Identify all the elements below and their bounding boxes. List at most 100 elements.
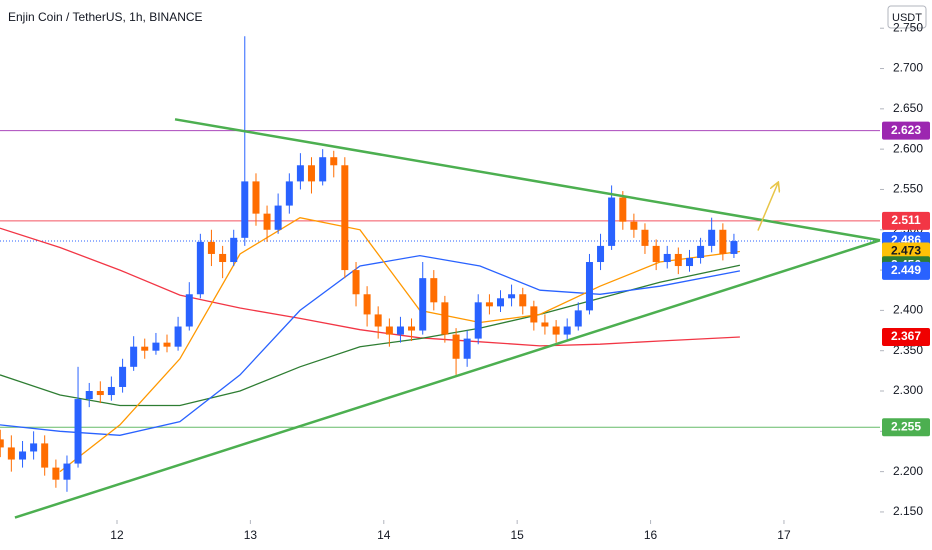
candle-body	[408, 326, 416, 331]
candle-body	[663, 253, 671, 263]
candle-body	[674, 253, 682, 267]
price-label: 2.449	[891, 263, 921, 277]
moving-average	[0, 227, 740, 347]
candle-body	[385, 326, 393, 335]
candle-body	[686, 257, 694, 267]
candle-body	[441, 302, 449, 335]
x-tick-label: 13	[244, 528, 258, 542]
candle-body	[307, 165, 315, 182]
candle-body	[185, 294, 193, 327]
y-tick-label: 2.400	[893, 303, 923, 317]
price-label-box	[882, 418, 930, 437]
candle-body	[63, 463, 71, 480]
candle-body	[719, 229, 727, 254]
candle-body	[419, 278, 427, 331]
candle-body	[496, 298, 504, 307]
candle-body	[296, 165, 304, 182]
price-label-box	[882, 121, 930, 140]
candle-body	[619, 197, 627, 222]
candle-body	[207, 241, 215, 254]
candle-body	[374, 314, 382, 327]
candle-body	[241, 181, 249, 238]
trend-line	[14, 239, 881, 519]
x-tick-label: 15	[510, 528, 524, 542]
candle-body	[41, 443, 49, 468]
candle-body	[85, 391, 93, 400]
price-label: 2.473	[891, 244, 921, 258]
moving-average	[0, 254, 741, 436]
y-tick-label: 2.700	[893, 61, 923, 75]
candle-body	[708, 229, 716, 246]
y-tick-label: 2.550	[893, 182, 923, 196]
candle-body	[730, 241, 738, 254]
x-tick-label: 14	[377, 528, 391, 542]
candle-body	[485, 302, 493, 307]
candle-body	[508, 294, 516, 299]
candle-body	[196, 241, 204, 295]
candle-body	[285, 181, 293, 206]
candle-body	[252, 181, 260, 214]
price-label: 2.623	[891, 123, 921, 137]
candle-body	[541, 322, 549, 327]
candle-body	[530, 306, 538, 323]
candle-body	[430, 278, 438, 303]
candle-body	[96, 391, 104, 396]
price-label: 2.511	[891, 213, 921, 227]
moving-average	[0, 264, 741, 407]
y-tick-label: 2.650	[893, 101, 923, 115]
candle-body	[363, 294, 371, 315]
candle-body	[163, 342, 171, 347]
price-label-box	[882, 211, 930, 230]
candle-body	[230, 237, 238, 263]
candle-body	[630, 221, 638, 230]
candle-body	[74, 399, 82, 464]
candle-body	[641, 229, 649, 246]
candle-body	[341, 165, 349, 271]
price-label: 2.255	[891, 419, 921, 433]
candle-body	[52, 467, 60, 480]
candle-body	[552, 326, 560, 335]
candle-body	[330, 157, 338, 166]
currency-box[interactable]	[887, 5, 927, 29]
candle-body	[19, 451, 27, 460]
y-tick-label: 2.600	[893, 141, 923, 155]
candle-body	[0, 439, 4, 448]
candle-body	[452, 334, 460, 359]
x-tick-label: 16	[644, 528, 658, 542]
y-tick-label: 2.350	[893, 343, 923, 357]
candle-body	[219, 253, 227, 263]
chart-title: Enjin Coin / TetherUS, 1h, BINANCE	[8, 10, 203, 24]
candle-body	[585, 262, 593, 311]
candle-body	[652, 245, 660, 263]
y-tick-label: 2.750	[893, 20, 923, 34]
candle-body	[152, 342, 160, 351]
price-label-box	[882, 327, 930, 346]
candle-body	[274, 205, 282, 230]
candle-body	[263, 213, 271, 230]
arrow	[757, 183, 778, 231]
y-tick-label: 2.150	[893, 504, 923, 518]
candle-body	[697, 245, 705, 258]
candle-body	[563, 326, 571, 335]
currency[interactable]: USDT	[892, 12, 922, 24]
candle-body	[174, 326, 182, 347]
candle-body	[107, 386, 115, 396]
y-tick-label: 2.200	[893, 464, 923, 478]
candle-body	[396, 326, 404, 335]
candle-body	[30, 443, 38, 452]
candle-body	[574, 310, 582, 327]
price-label-box	[882, 242, 930, 261]
candle-body	[608, 197, 616, 246]
y-tick-label: 2.300	[893, 383, 923, 397]
candle-body	[519, 294, 527, 307]
moving-average	[59, 217, 740, 473]
candle-body	[474, 302, 482, 339]
price-label-box	[882, 261, 930, 280]
x-tick-label: 17	[777, 528, 791, 542]
candle-body	[130, 346, 138, 367]
candle-body	[141, 346, 149, 351]
candle-body	[597, 245, 605, 263]
x-tick-label: 12	[110, 528, 124, 542]
